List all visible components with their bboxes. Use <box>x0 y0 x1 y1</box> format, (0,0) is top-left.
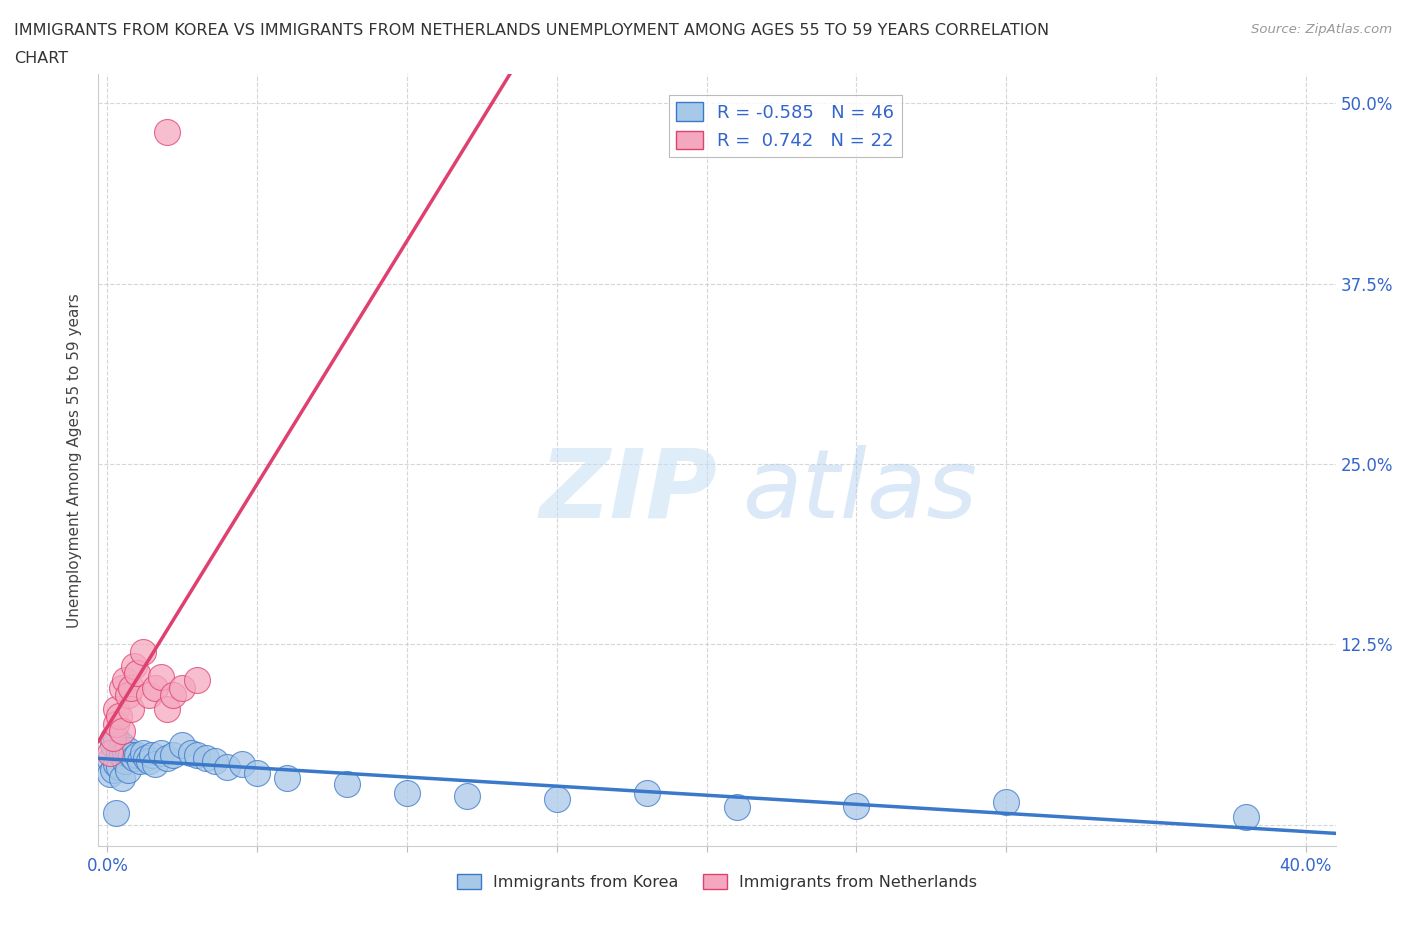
Point <box>103 737 125 752</box>
Point <box>186 748 208 763</box>
Point <box>105 716 128 731</box>
Point <box>100 752 122 767</box>
Text: ZIP: ZIP <box>538 445 717 538</box>
Point <box>100 745 122 760</box>
Point <box>150 745 173 760</box>
Point <box>124 658 146 673</box>
Point <box>180 745 202 760</box>
Point <box>172 737 194 752</box>
Point <box>231 757 253 772</box>
Y-axis label: Unemployment Among Ages 55 to 59 years: Unemployment Among Ages 55 to 59 years <box>67 293 83 628</box>
Point <box>127 748 149 763</box>
Point <box>1234 810 1257 825</box>
Point <box>111 771 134 786</box>
Point <box>156 751 179 765</box>
Point <box>103 763 125 777</box>
Point <box>204 753 226 768</box>
Point <box>120 702 142 717</box>
Point <box>143 680 166 695</box>
Point <box>117 763 139 777</box>
Point <box>120 680 142 695</box>
Point <box>141 748 163 763</box>
Point <box>111 724 134 738</box>
Point <box>114 753 136 768</box>
Point <box>995 794 1018 809</box>
Point <box>117 742 139 757</box>
Point <box>129 753 152 768</box>
Point <box>111 748 134 763</box>
Point <box>138 687 160 702</box>
Point <box>114 673 136 688</box>
Point <box>395 786 418 801</box>
Text: Source: ZipAtlas.com: Source: ZipAtlas.com <box>1251 23 1392 36</box>
Point <box>162 748 184 763</box>
Point <box>546 791 568 806</box>
Point <box>138 753 160 768</box>
Point <box>636 786 658 801</box>
Point <box>336 777 359 791</box>
Point <box>114 745 136 760</box>
Point <box>132 644 155 659</box>
Point <box>143 757 166 772</box>
Point <box>111 737 134 752</box>
Point <box>150 670 173 684</box>
Point <box>103 731 125 746</box>
Point <box>217 760 239 775</box>
Text: IMMIGRANTS FROM KOREA VS IMMIGRANTS FROM NETHERLANDS UNEMPLOYMENT AMONG AGES 55 : IMMIGRANTS FROM KOREA VS IMMIGRANTS FROM… <box>14 23 1049 38</box>
Point <box>105 731 128 746</box>
Point <box>105 805 128 820</box>
Point <box>100 766 122 781</box>
Point <box>156 702 179 717</box>
Point <box>156 125 179 140</box>
Point <box>132 745 155 760</box>
Point <box>120 748 142 763</box>
Point <box>108 760 131 775</box>
Point <box>108 745 131 760</box>
Point <box>127 666 149 681</box>
Point <box>111 680 134 695</box>
Point <box>117 687 139 702</box>
Point <box>186 673 208 688</box>
Point <box>162 687 184 702</box>
Point <box>276 771 298 786</box>
Point <box>172 680 194 695</box>
Point <box>246 765 269 780</box>
Text: atlas: atlas <box>742 445 977 538</box>
Point <box>124 751 146 765</box>
Point <box>195 751 218 765</box>
Text: CHART: CHART <box>14 51 67 66</box>
Point <box>105 702 128 717</box>
Point <box>108 709 131 724</box>
Point <box>135 751 157 765</box>
Point <box>105 757 128 772</box>
Legend: Immigrants from Korea, Immigrants from Netherlands: Immigrants from Korea, Immigrants from N… <box>450 868 984 897</box>
Point <box>456 789 478 804</box>
Point <box>725 800 748 815</box>
Point <box>845 799 868 814</box>
